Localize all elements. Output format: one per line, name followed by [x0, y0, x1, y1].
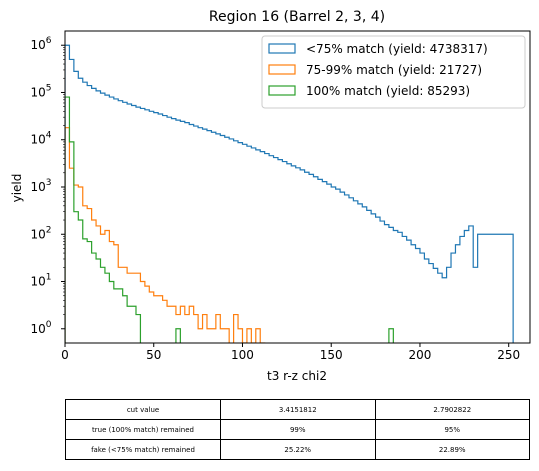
x-tick-label: 150: [320, 348, 343, 362]
x-tick-label: 250: [497, 348, 520, 362]
legend-label-3: 100% match (yield: 85293): [306, 84, 470, 98]
cut-table-cell: 25.22%: [220, 439, 376, 460]
cut-table-row: true (100% match) remained 99% 95%: [65, 419, 530, 440]
cut-table-row: cut value 3.4151812 2.7902822: [65, 399, 530, 420]
cut-table: cut value 3.4151812 2.7902822 true (100% ma…: [65, 399, 530, 460]
cut-table-body: cut value 3.4151812 2.7902822 true (100% ma…: [65, 399, 530, 460]
cut-table-row: fake (<75% match) remained 25.22% 22.89%: [65, 439, 530, 460]
cut-table-cell: cut value: [65, 399, 221, 420]
plot-area: [65, 44, 514, 343]
cut-table-cell: true (100% match) remained: [65, 419, 221, 440]
cut-table-cell: 3.4151812: [220, 399, 376, 420]
x-tick-label: 50: [146, 348, 161, 362]
cut-table-cell: 99%: [220, 419, 376, 440]
y-axis-label: yield: [10, 174, 24, 203]
cut-table-cell: 2.7902822: [374, 399, 530, 420]
series-line-2: [65, 127, 266, 343]
legend-swatch-1: [268, 43, 296, 54]
x-axis-label: t3 r-z chi2: [267, 369, 327, 383]
y-tick-label: 101: [30, 273, 51, 289]
series-line-1: [65, 44, 514, 343]
legend: <75% match (yield: 4738317) 75-99% match …: [261, 35, 526, 109]
legend-label-2: 75-99% match (yield: 21727): [306, 63, 482, 77]
chart-title: Region 16 (Barrel 2, 3, 4): [209, 9, 385, 25]
x-tick-label: 100: [231, 348, 254, 362]
cut-table-cell: fake (<75% match) remained: [65, 439, 221, 460]
y-tick-label: 100: [30, 320, 51, 336]
x-tick-label: 0: [61, 348, 69, 362]
cut-table-cell: 22.89%: [374, 439, 530, 460]
x-tick-label: 200: [409, 348, 432, 362]
y-tick-label: 106: [30, 36, 51, 52]
legend-box: [261, 35, 526, 109]
cut-table-cell: 95%: [374, 419, 530, 440]
legend-swatch-3: [268, 85, 296, 96]
y-tick-label: 105: [30, 83, 51, 99]
y-tick-label: 104: [30, 131, 51, 147]
axes: 0 50 100 150 200 250 100 101 102 103 104 105 106: [30, 30, 531, 362]
y-tick-label: 103: [30, 178, 51, 194]
legend-swatch-2: [268, 64, 296, 75]
y-tick-label: 102: [30, 225, 51, 241]
series-line-3: [65, 96, 394, 343]
legend-label-1: <75% match (yield: 4738317): [306, 42, 488, 56]
